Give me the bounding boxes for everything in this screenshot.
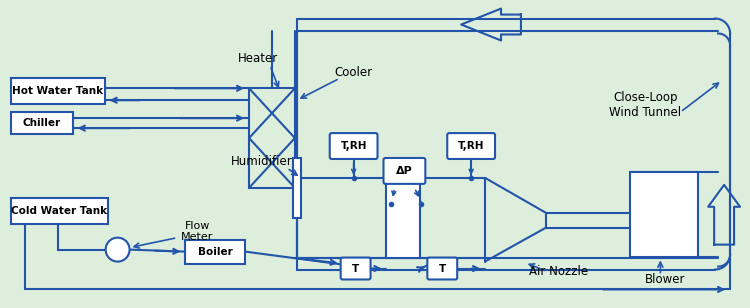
Bar	[185, 240, 245, 264]
Bar	[249, 88, 295, 188]
Text: Air Nozzle: Air Nozzle	[530, 265, 588, 278]
Text: Chiller: Chiller	[22, 118, 61, 128]
FancyBboxPatch shape	[427, 257, 458, 279]
Text: T,RH: T,RH	[458, 141, 484, 151]
Circle shape	[106, 238, 130, 261]
Text: Blower: Blower	[645, 273, 686, 286]
Text: Close-Loop
Wind Tunnel: Close-Loop Wind Tunnel	[609, 91, 682, 119]
Text: T: T	[439, 264, 446, 274]
Bar	[11, 78, 105, 104]
Text: Flow
Meter: Flow Meter	[181, 221, 214, 242]
Text: Cooler: Cooler	[334, 66, 373, 79]
FancyBboxPatch shape	[330, 133, 377, 159]
Text: ΔP: ΔP	[396, 166, 412, 176]
Bar	[293, 158, 301, 218]
Text: T: T	[352, 264, 359, 274]
FancyBboxPatch shape	[447, 133, 495, 159]
Text: Hot Water Tank: Hot Water Tank	[12, 86, 104, 96]
FancyBboxPatch shape	[383, 158, 425, 184]
Text: Heater: Heater	[238, 52, 278, 65]
Text: T,RH: T,RH	[340, 141, 367, 151]
FancyBboxPatch shape	[340, 257, 370, 279]
Bar	[11, 198, 108, 224]
Text: Humidifier: Humidifier	[231, 156, 293, 168]
Text: Boiler: Boiler	[198, 247, 232, 257]
Bar	[11, 112, 73, 134]
Bar	[386, 180, 420, 257]
Text: Cold Water Tank: Cold Water Tank	[10, 206, 107, 216]
Bar	[631, 172, 698, 257]
